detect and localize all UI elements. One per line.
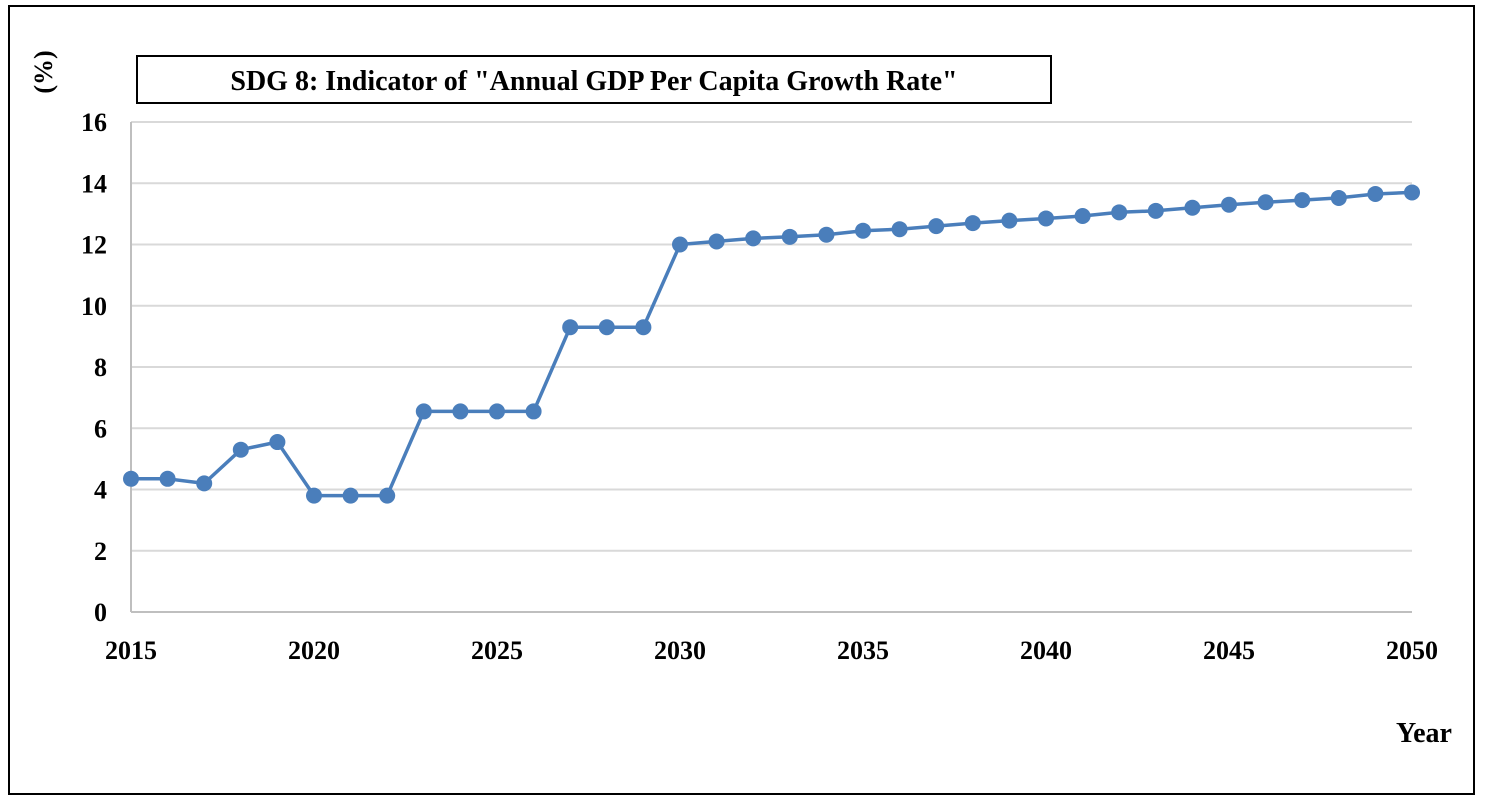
data-point-2049 [1367,185,1384,202]
y-tick-label: 6 [94,414,107,443]
data-point-2021 [342,487,359,504]
data-point-2029 [635,319,652,336]
data-point-2035 [855,222,871,239]
chart-title-border [136,55,1052,104]
data-point-2030 [672,236,688,253]
x-tick-label: 2035 [837,636,889,665]
data-point-2046 [1257,194,1274,211]
data-point-2016 [159,470,176,487]
data-point-2048 [1330,189,1347,206]
x-tick-label: 2040 [1020,636,1072,665]
x-tick-labels: 2015 2020 2025 2030 2035 2040 2045 2050 [105,636,1438,665]
x-tick-label: 2045 [1203,636,1255,665]
data-point-2047 [1294,192,1311,209]
data-point-2045 [1221,196,1237,213]
data-point-2038 [964,215,981,232]
y-tick-label: 12 [81,231,107,260]
y-tick-labels: 0 2 4 6 8 10 12 14 16 [81,108,107,627]
chart-title-box: SDG 8: Indicator of "Annual GDP Per Capi… [136,55,1052,104]
gridlines [131,121,1412,552]
data-point-2023 [415,403,432,420]
y-tick-label: 16 [81,108,107,137]
x-tick-label: 2050 [1386,636,1438,665]
x-tick-label: 2020 [288,636,340,665]
data-point-2039 [1001,212,1018,229]
x-tick-label: 2030 [654,636,706,665]
data-point-2024 [452,403,469,420]
data-point-2020 [306,487,322,504]
y-tick-label: 14 [81,169,107,198]
data-point-2026 [525,403,542,420]
y-tick-label: 4 [94,476,107,505]
y-tick-label: 8 [94,353,107,382]
data-point-2037 [928,218,945,235]
data-point-2028 [598,319,615,336]
y-tick-label: 0 [94,598,107,627]
data-point-2031 [708,233,725,250]
data-point-2018 [232,441,249,458]
data-point-2015 [123,470,139,487]
x-tick-label: 2015 [105,636,157,665]
series-line [131,190,1413,498]
data-point-2040 [1038,210,1054,227]
data-point-2044 [1184,199,1201,216]
data-point-2027 [562,319,579,336]
data-point-2017 [196,475,213,492]
data-point-2050 [1404,184,1420,201]
data-point-2019 [269,434,286,451]
axes [130,122,1412,613]
data-point-2042 [1111,204,1128,221]
data-point-2036 [891,221,908,238]
y-tick-label: 10 [81,292,107,321]
chart-frame [8,5,1475,795]
data-point-2032 [745,230,762,247]
x-axis-label: Year [1396,718,1452,749]
series [123,184,1420,504]
x-tick-label: 2025 [471,636,523,665]
y-axis-label: (%) [29,50,58,93]
data-point-2034 [818,226,835,243]
data-point-2041 [1074,208,1091,225]
data-point-2033 [781,228,798,245]
chart-title: SDG 8: Indicator of "Annual GDP Per Capi… [230,66,957,97]
data-point-2025 [489,403,505,420]
data-point-2022 [379,487,396,504]
y-tick-label: 2 [94,537,107,566]
data-point-2043 [1147,202,1164,219]
